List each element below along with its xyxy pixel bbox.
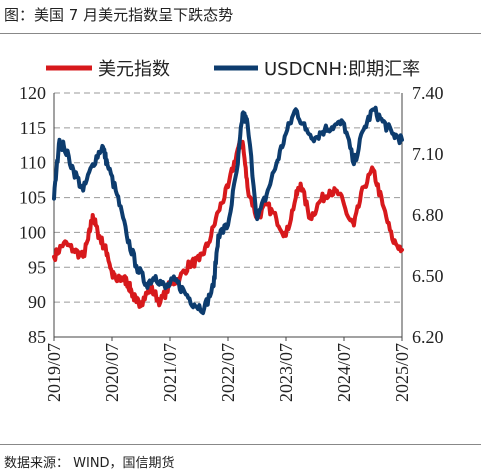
y-right-tick-label: 6.80: [412, 205, 444, 225]
gridlines: [54, 92, 402, 303]
y-left-tick-label: 95: [28, 257, 46, 277]
y-right-tick-label: 7.40: [412, 83, 444, 103]
y-right-tick-label: 6.20: [412, 327, 444, 347]
y-left-tick-label: 115: [20, 118, 46, 138]
y-left-tick-label: 85: [28, 327, 46, 347]
tick-labels: 85 90 95 100 105 110 115 120 6.20 6.50 6.80 7.10 7.4…: [19, 83, 444, 402]
x-tick-label: 2025/07: [392, 343, 412, 402]
source-note: 数据来源： WIND，国信期货: [4, 456, 175, 471]
series-line-usd-index: [52, 139, 404, 309]
series-line-usdcnh: [52, 105, 404, 316]
y-left-tick-label: 110: [20, 153, 46, 173]
y-left-tick-label: 105: [19, 188, 46, 208]
y-left-tick-label: 100: [19, 222, 46, 242]
series-lines: [52, 105, 404, 316]
legend-label-usdcnh: USDCNH:即期汇率: [264, 59, 420, 80]
y-left-tick-label: 90: [28, 292, 46, 312]
bottom-divider: [0, 444, 481, 445]
y-right-tick-label: 6.50: [412, 266, 444, 286]
x-tick-label: 2020/07: [102, 343, 122, 402]
axes: [53, 93, 403, 341]
figure-title: 图：美国 7 月美元指数呈下跌态势: [4, 6, 234, 24]
x-tick-label: 2021/07: [160, 343, 180, 402]
y-right-tick-label: 7.10: [412, 144, 444, 164]
y-left-tick-label: 120: [19, 83, 46, 103]
x-tick-label: 2022/07: [218, 343, 238, 402]
x-tick-label: 2019/07: [44, 343, 64, 402]
x-tick-label: 2023/07: [276, 343, 296, 402]
x-tick-label: 2024/07: [334, 343, 354, 402]
top-divider: [0, 33, 481, 34]
legend-label-usd-index: 美元指数: [98, 59, 170, 80]
